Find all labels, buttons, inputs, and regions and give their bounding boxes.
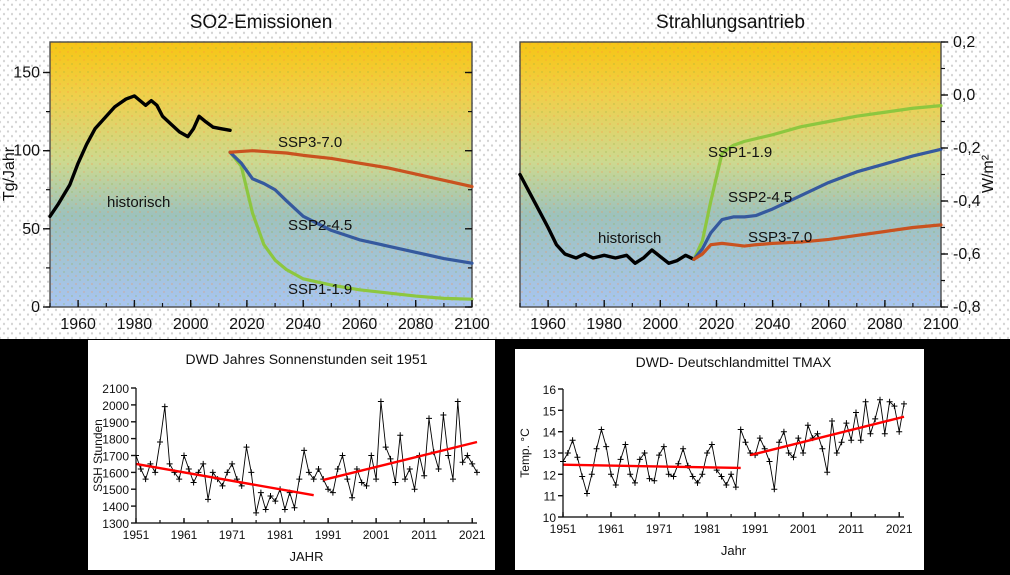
svg-text:1960: 1960	[60, 316, 96, 333]
svg-text:1980: 1980	[117, 316, 153, 333]
svg-text:1900: 1900	[102, 416, 129, 430]
svg-text:SSP3-7.0: SSP3-7.0	[748, 229, 812, 246]
svg-text:2000: 2000	[102, 399, 129, 413]
svg-text:historisch: historisch	[107, 194, 170, 211]
svg-text:JAHR: JAHR	[290, 549, 324, 564]
svg-text:2011: 2011	[411, 528, 437, 542]
svg-text:0: 0	[31, 299, 40, 316]
svg-text:2000: 2000	[643, 316, 679, 333]
svg-text:1980: 1980	[586, 316, 622, 333]
svg-text:2080: 2080	[398, 316, 434, 333]
svg-text:Jahr: Jahr	[721, 543, 747, 558]
svg-text:0,0: 0,0	[953, 87, 975, 104]
svg-text:W/m²: W/m²	[980, 154, 997, 193]
svg-text:SSP3-7.0: SSP3-7.0	[278, 134, 342, 151]
svg-text:16: 16	[543, 383, 557, 397]
svg-text:1981: 1981	[694, 522, 721, 536]
svg-text:1600: 1600	[102, 466, 129, 480]
svg-text:2040: 2040	[755, 316, 791, 333]
svg-text:-0,2: -0,2	[953, 140, 981, 157]
svg-text:2000: 2000	[173, 316, 209, 333]
svg-text:1400: 1400	[102, 500, 129, 514]
svg-text:1961: 1961	[598, 522, 625, 536]
svg-text:15: 15	[543, 404, 557, 418]
svg-text:Tg/Jahr: Tg/Jahr	[1, 146, 18, 201]
svg-text:1960: 1960	[530, 316, 566, 333]
svg-text:Temp. °C: Temp. °C	[518, 428, 532, 478]
svg-text:2040: 2040	[285, 316, 321, 333]
svg-text:150: 150	[13, 65, 40, 82]
svg-text:SSH Stunden: SSH Stunden	[91, 419, 105, 492]
svg-text:12: 12	[543, 468, 557, 482]
svg-text:2100: 2100	[923, 316, 959, 333]
svg-text:11: 11	[544, 490, 557, 504]
svg-text:2001: 2001	[790, 522, 817, 536]
svg-text:1500: 1500	[102, 483, 129, 497]
svg-text:2060: 2060	[811, 316, 847, 333]
svg-text:1971: 1971	[219, 528, 246, 542]
svg-text:50: 50	[22, 221, 40, 238]
svg-text:SSP2-4.5: SSP2-4.5	[728, 189, 792, 206]
svg-text:14: 14	[543, 426, 557, 440]
svg-text:2060: 2060	[342, 316, 378, 333]
svg-text:2011: 2011	[838, 522, 864, 536]
svg-text:1991: 1991	[742, 522, 769, 536]
svg-text:-0,6: -0,6	[953, 246, 981, 263]
svg-text:DWD- Deutschlandmittel TMAX: DWD- Deutschlandmittel TMAX	[636, 354, 832, 370]
svg-text:SSP1-1.9: SSP1-1.9	[708, 144, 772, 161]
svg-text:2020: 2020	[699, 316, 735, 333]
svg-text:SSP1-1.9: SSP1-1.9	[288, 281, 352, 298]
svg-text:SO2-Emissionen: SO2-Emissionen	[190, 12, 333, 33]
svg-text:1961: 1961	[171, 528, 198, 542]
svg-text:1800: 1800	[102, 433, 129, 447]
svg-text:DWD Jahres Sonnenstunden seit: DWD Jahres Sonnenstunden seit 1951	[185, 351, 427, 367]
svg-text:SSP2-4.5: SSP2-4.5	[288, 217, 352, 234]
svg-text:2021: 2021	[886, 522, 913, 536]
svg-text:0,2: 0,2	[953, 34, 975, 51]
svg-text:2020: 2020	[229, 316, 265, 333]
svg-text:10: 10	[543, 511, 557, 525]
svg-text:Strahlungsantrieb: Strahlungsantrieb	[656, 12, 805, 33]
svg-text:2001: 2001	[363, 528, 390, 542]
svg-text:13: 13	[543, 447, 557, 461]
svg-text:1300: 1300	[102, 517, 129, 531]
svg-text:2100: 2100	[454, 316, 490, 333]
svg-text:historisch: historisch	[598, 230, 661, 247]
svg-text:2100: 2100	[102, 382, 129, 396]
svg-text:1971: 1971	[646, 522, 673, 536]
svg-text:1700: 1700	[102, 450, 129, 464]
svg-text:2021: 2021	[459, 528, 486, 542]
svg-text:-0,8: -0,8	[953, 299, 981, 316]
svg-text:2080: 2080	[867, 316, 903, 333]
svg-text:1981: 1981	[267, 528, 294, 542]
svg-text:-0,4: -0,4	[953, 193, 981, 210]
svg-text:1991: 1991	[315, 528, 342, 542]
